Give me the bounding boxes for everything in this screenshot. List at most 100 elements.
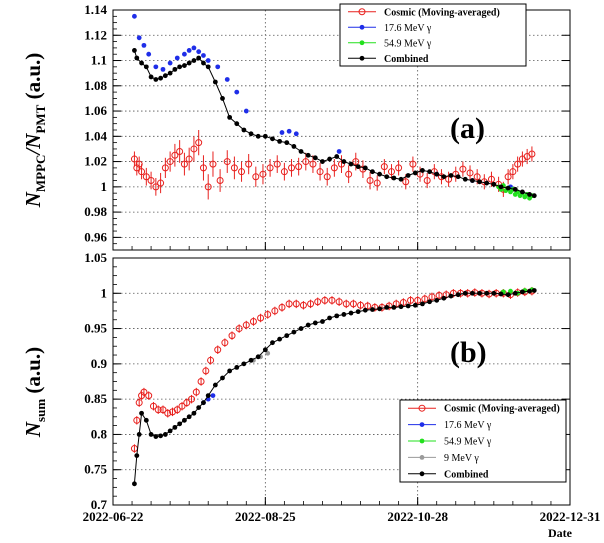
data-point: [270, 340, 275, 346]
data-point: [427, 169, 432, 175]
data-point: [234, 89, 240, 95]
data-point: [196, 55, 202, 61]
data-point: [434, 297, 440, 303]
data-point: [299, 301, 307, 309]
data-point: [484, 290, 490, 296]
data-point: [498, 184, 504, 190]
data-point: [305, 152, 311, 158]
legend-marker: [359, 55, 365, 61]
data-point: [178, 402, 186, 410]
data-point: [277, 336, 283, 342]
data-point: [154, 406, 162, 414]
data-point: [348, 161, 354, 167]
data-point: [238, 168, 246, 176]
data-point: [158, 75, 164, 81]
data-point: [266, 164, 274, 172]
data-point: [314, 298, 322, 306]
data-point: [192, 388, 200, 396]
data-point: [186, 414, 192, 420]
y-tick-label: 1: [101, 285, 108, 300]
legend: Cosmic (Moving-averaged) 17.6 MeV γ 54.9 M…: [399, 399, 567, 483]
data-point: [370, 169, 375, 175]
data-point: [498, 291, 504, 297]
data-point: [183, 399, 191, 407]
data-point: [167, 60, 173, 66]
legend-label: 54.9 MeV γ: [444, 437, 492, 448]
data-point: [212, 382, 218, 388]
data-point: [235, 325, 243, 333]
data-point: [398, 304, 404, 310]
data-point: [377, 306, 382, 312]
data-point: [136, 35, 142, 41]
data-point: [459, 165, 467, 173]
data-point: [307, 300, 315, 308]
data-point: [201, 400, 206, 406]
data-point: [320, 159, 325, 164]
data-point: [491, 181, 497, 187]
data-point: [364, 302, 372, 310]
data-point: [384, 174, 390, 180]
data-point: [341, 312, 347, 317]
data-point: [512, 290, 518, 296]
y-axis-label-unit: (a.u.): [21, 347, 45, 399]
data-point: [349, 300, 357, 308]
data-point: [434, 171, 440, 177]
legend-item-combined: Combined: [348, 54, 429, 65]
data-point: [291, 144, 297, 149]
data-point: [527, 192, 532, 197]
data-point: [135, 399, 143, 407]
data-point: [228, 332, 236, 340]
legend-marker: [358, 8, 366, 16]
data-point: [380, 163, 388, 171]
data-point: [227, 368, 233, 374]
data-point: [345, 170, 353, 178]
data-point: [132, 13, 137, 19]
data-point: [252, 173, 260, 181]
data-point: [531, 193, 537, 199]
data-point: [223, 158, 231, 166]
data-point: [473, 173, 481, 181]
data-point: [334, 154, 340, 159]
data-point: [414, 296, 422, 304]
data-point: [292, 300, 300, 308]
legend-marker: [359, 40, 365, 46]
data-point: [199, 164, 207, 172]
data-point: [391, 175, 397, 181]
legend-marker: [418, 404, 426, 412]
data-point: [158, 433, 164, 439]
data-point: [147, 177, 155, 185]
data-point: [139, 60, 144, 66]
data-point: [196, 49, 202, 55]
legend-item-mev549: 54.9 MeV γ: [408, 437, 492, 448]
data-point: [427, 299, 432, 305]
data-point: [407, 296, 415, 304]
data-point: [508, 288, 513, 294]
panel-b: 0.7 0.75 0.8 0.85 0.9 0.95 1 1.05 2022-06-22 2022…: [21, 250, 600, 524]
data-point: [257, 314, 265, 322]
data-point: [470, 290, 475, 296]
data-point: [321, 296, 329, 304]
data-point: [366, 177, 374, 185]
y-tick-label: 1.12: [84, 27, 107, 42]
data-point: [420, 168, 425, 173]
data-point: [509, 168, 517, 176]
data-point: [243, 108, 249, 114]
data-point: [291, 329, 297, 335]
legend-item-mev9: 9 MeV γ: [408, 453, 479, 464]
y-axis-label-unit: (a.u.): [21, 53, 45, 105]
y-tick-label: 0.98: [84, 204, 107, 219]
data-point: [352, 158, 360, 166]
data-point: [221, 339, 229, 347]
y-axis-label-sub2: PMT: [33, 104, 48, 133]
data-point: [328, 296, 336, 304]
data-point: [220, 375, 225, 381]
data-point: [214, 346, 222, 354]
data-point: [279, 130, 285, 135]
data-point: [342, 300, 350, 308]
legend-box: [339, 3, 527, 67]
data-point: [166, 158, 174, 166]
data-point: [327, 156, 332, 162]
data-point: [377, 171, 382, 177]
data-point: [270, 136, 275, 142]
